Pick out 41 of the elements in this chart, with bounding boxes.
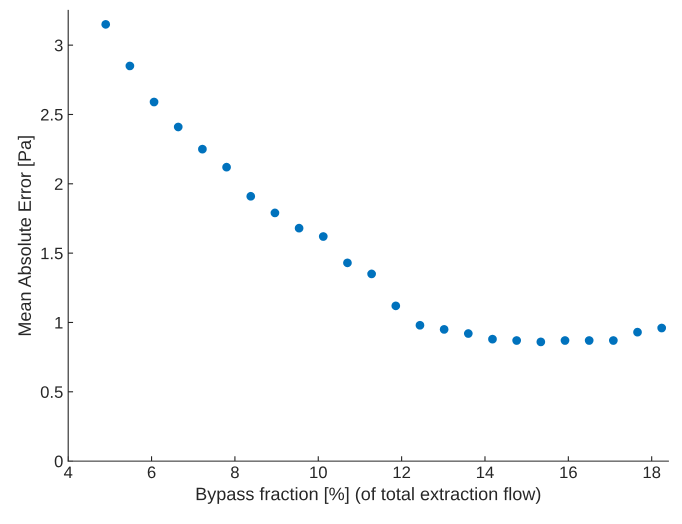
x-tick-label: 16 bbox=[560, 466, 577, 478]
y-tick-label: 0.5 bbox=[40, 386, 63, 398]
point bbox=[488, 334, 497, 344]
point bbox=[343, 258, 352, 268]
point bbox=[512, 336, 522, 345]
point bbox=[560, 336, 570, 345]
point bbox=[584, 336, 594, 345]
x-axis-title: Bypass fraction [%] (of total extraction flow) bbox=[196, 487, 540, 504]
x-tick-label: 8 bbox=[231, 466, 239, 478]
point bbox=[657, 324, 666, 332]
point bbox=[440, 325, 449, 334]
point bbox=[101, 20, 110, 29]
point bbox=[222, 162, 231, 172]
point bbox=[246, 192, 256, 201]
x-tick-label: 4 bbox=[64, 466, 72, 478]
point bbox=[464, 329, 473, 338]
point bbox=[270, 208, 280, 218]
x-tick-label: 12 bbox=[394, 466, 410, 478]
point bbox=[416, 320, 424, 330]
point bbox=[126, 62, 134, 70]
point bbox=[294, 224, 304, 233]
y-axis-title: Mean Absolute Error [Pa] bbox=[18, 136, 35, 336]
point bbox=[198, 144, 207, 154]
y-tick-label: 1.5 bbox=[41, 248, 63, 260]
point bbox=[150, 98, 158, 106]
x-tick-label: 14 bbox=[476, 466, 494, 478]
x-tick-label: 10 bbox=[310, 466, 327, 478]
y-tick-label: 0 bbox=[54, 456, 63, 468]
point bbox=[633, 328, 642, 337]
x-tick-label: 6 bbox=[148, 466, 156, 478]
y-tick-label: 2 bbox=[54, 178, 63, 190]
point bbox=[536, 338, 546, 346]
y-tick-label: 1 bbox=[55, 317, 63, 328]
y-tick-label: 3 bbox=[54, 40, 63, 52]
x-tick-label: 18 bbox=[644, 466, 660, 478]
point bbox=[367, 270, 376, 278]
y-tick-label: 2.5 bbox=[41, 108, 63, 121]
point bbox=[608, 336, 618, 345]
point bbox=[391, 301, 400, 310]
point bbox=[174, 122, 183, 132]
point bbox=[318, 232, 328, 241]
